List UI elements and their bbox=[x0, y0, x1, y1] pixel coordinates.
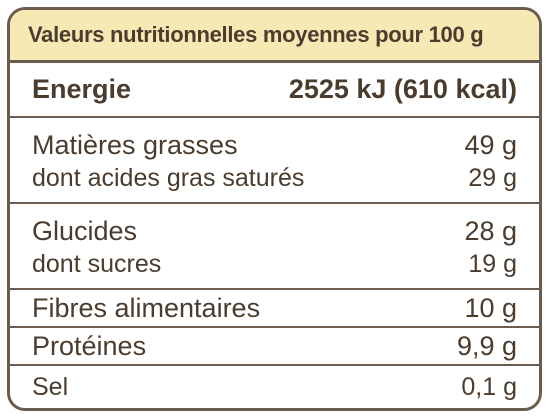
carbohydrate-label: Glucides bbox=[32, 216, 138, 246]
sugar-row: dont sucres 19 g bbox=[10, 248, 539, 281]
table-header: Valeurs nutritionnelles moyennes pour 10… bbox=[10, 10, 539, 63]
fiber-label: Fibres alimentaires bbox=[32, 292, 261, 323]
saturated-fat-label: dont acides gras saturés bbox=[32, 164, 305, 192]
protein-value: 9,9 g bbox=[456, 330, 517, 361]
fiber-row: Fibres alimentaires 10 g bbox=[10, 293, 539, 324]
protein-section: Protéines 9,9 g bbox=[10, 328, 539, 366]
fat-row: Matières grasses 49 g bbox=[10, 129, 539, 162]
protein-label: Protéines bbox=[32, 330, 147, 361]
fat-section: Matières grasses 49 g dont acides gras s… bbox=[10, 118, 539, 204]
fiber-value: 10 g bbox=[464, 292, 517, 323]
fat-label: Matières grasses bbox=[32, 130, 238, 160]
energy-value: 2525 kJ (610 kcal) bbox=[288, 74, 517, 104]
fiber-section: Fibres alimentaires 10 g bbox=[10, 290, 539, 328]
salt-label: Sel bbox=[32, 372, 69, 401]
energy-label: Energie bbox=[32, 74, 132, 104]
salt-section: Sel 0,1 g bbox=[10, 366, 539, 408]
protein-row: Protéines 9,9 g bbox=[10, 331, 539, 362]
table-title: Valeurs nutritionnelles moyennes pour 10… bbox=[28, 22, 484, 47]
salt-row: Sel 0,1 g bbox=[10, 373, 539, 402]
carbohydrate-section: Glucides 28 g dont sucres 19 g bbox=[10, 204, 539, 290]
saturated-fat-row: dont acides gras saturés 29 g bbox=[10, 162, 539, 195]
sugar-value: 19 g bbox=[468, 250, 517, 278]
carbohydrate-value: 28 g bbox=[464, 216, 517, 246]
energy-row: Energie 2525 kJ (610 kcal) bbox=[10, 74, 539, 105]
energy-section: Energie 2525 kJ (610 kcal) bbox=[10, 63, 539, 118]
sugar-label: dont sucres bbox=[32, 250, 162, 278]
nutrition-table: Valeurs nutritionnelles moyennes pour 10… bbox=[7, 7, 542, 411]
saturated-fat-value: 29 g bbox=[468, 164, 517, 192]
carbohydrate-row: Glucides 28 g bbox=[10, 215, 539, 248]
salt-value: 0,1 g bbox=[461, 372, 517, 401]
fat-value: 49 g bbox=[464, 130, 517, 160]
